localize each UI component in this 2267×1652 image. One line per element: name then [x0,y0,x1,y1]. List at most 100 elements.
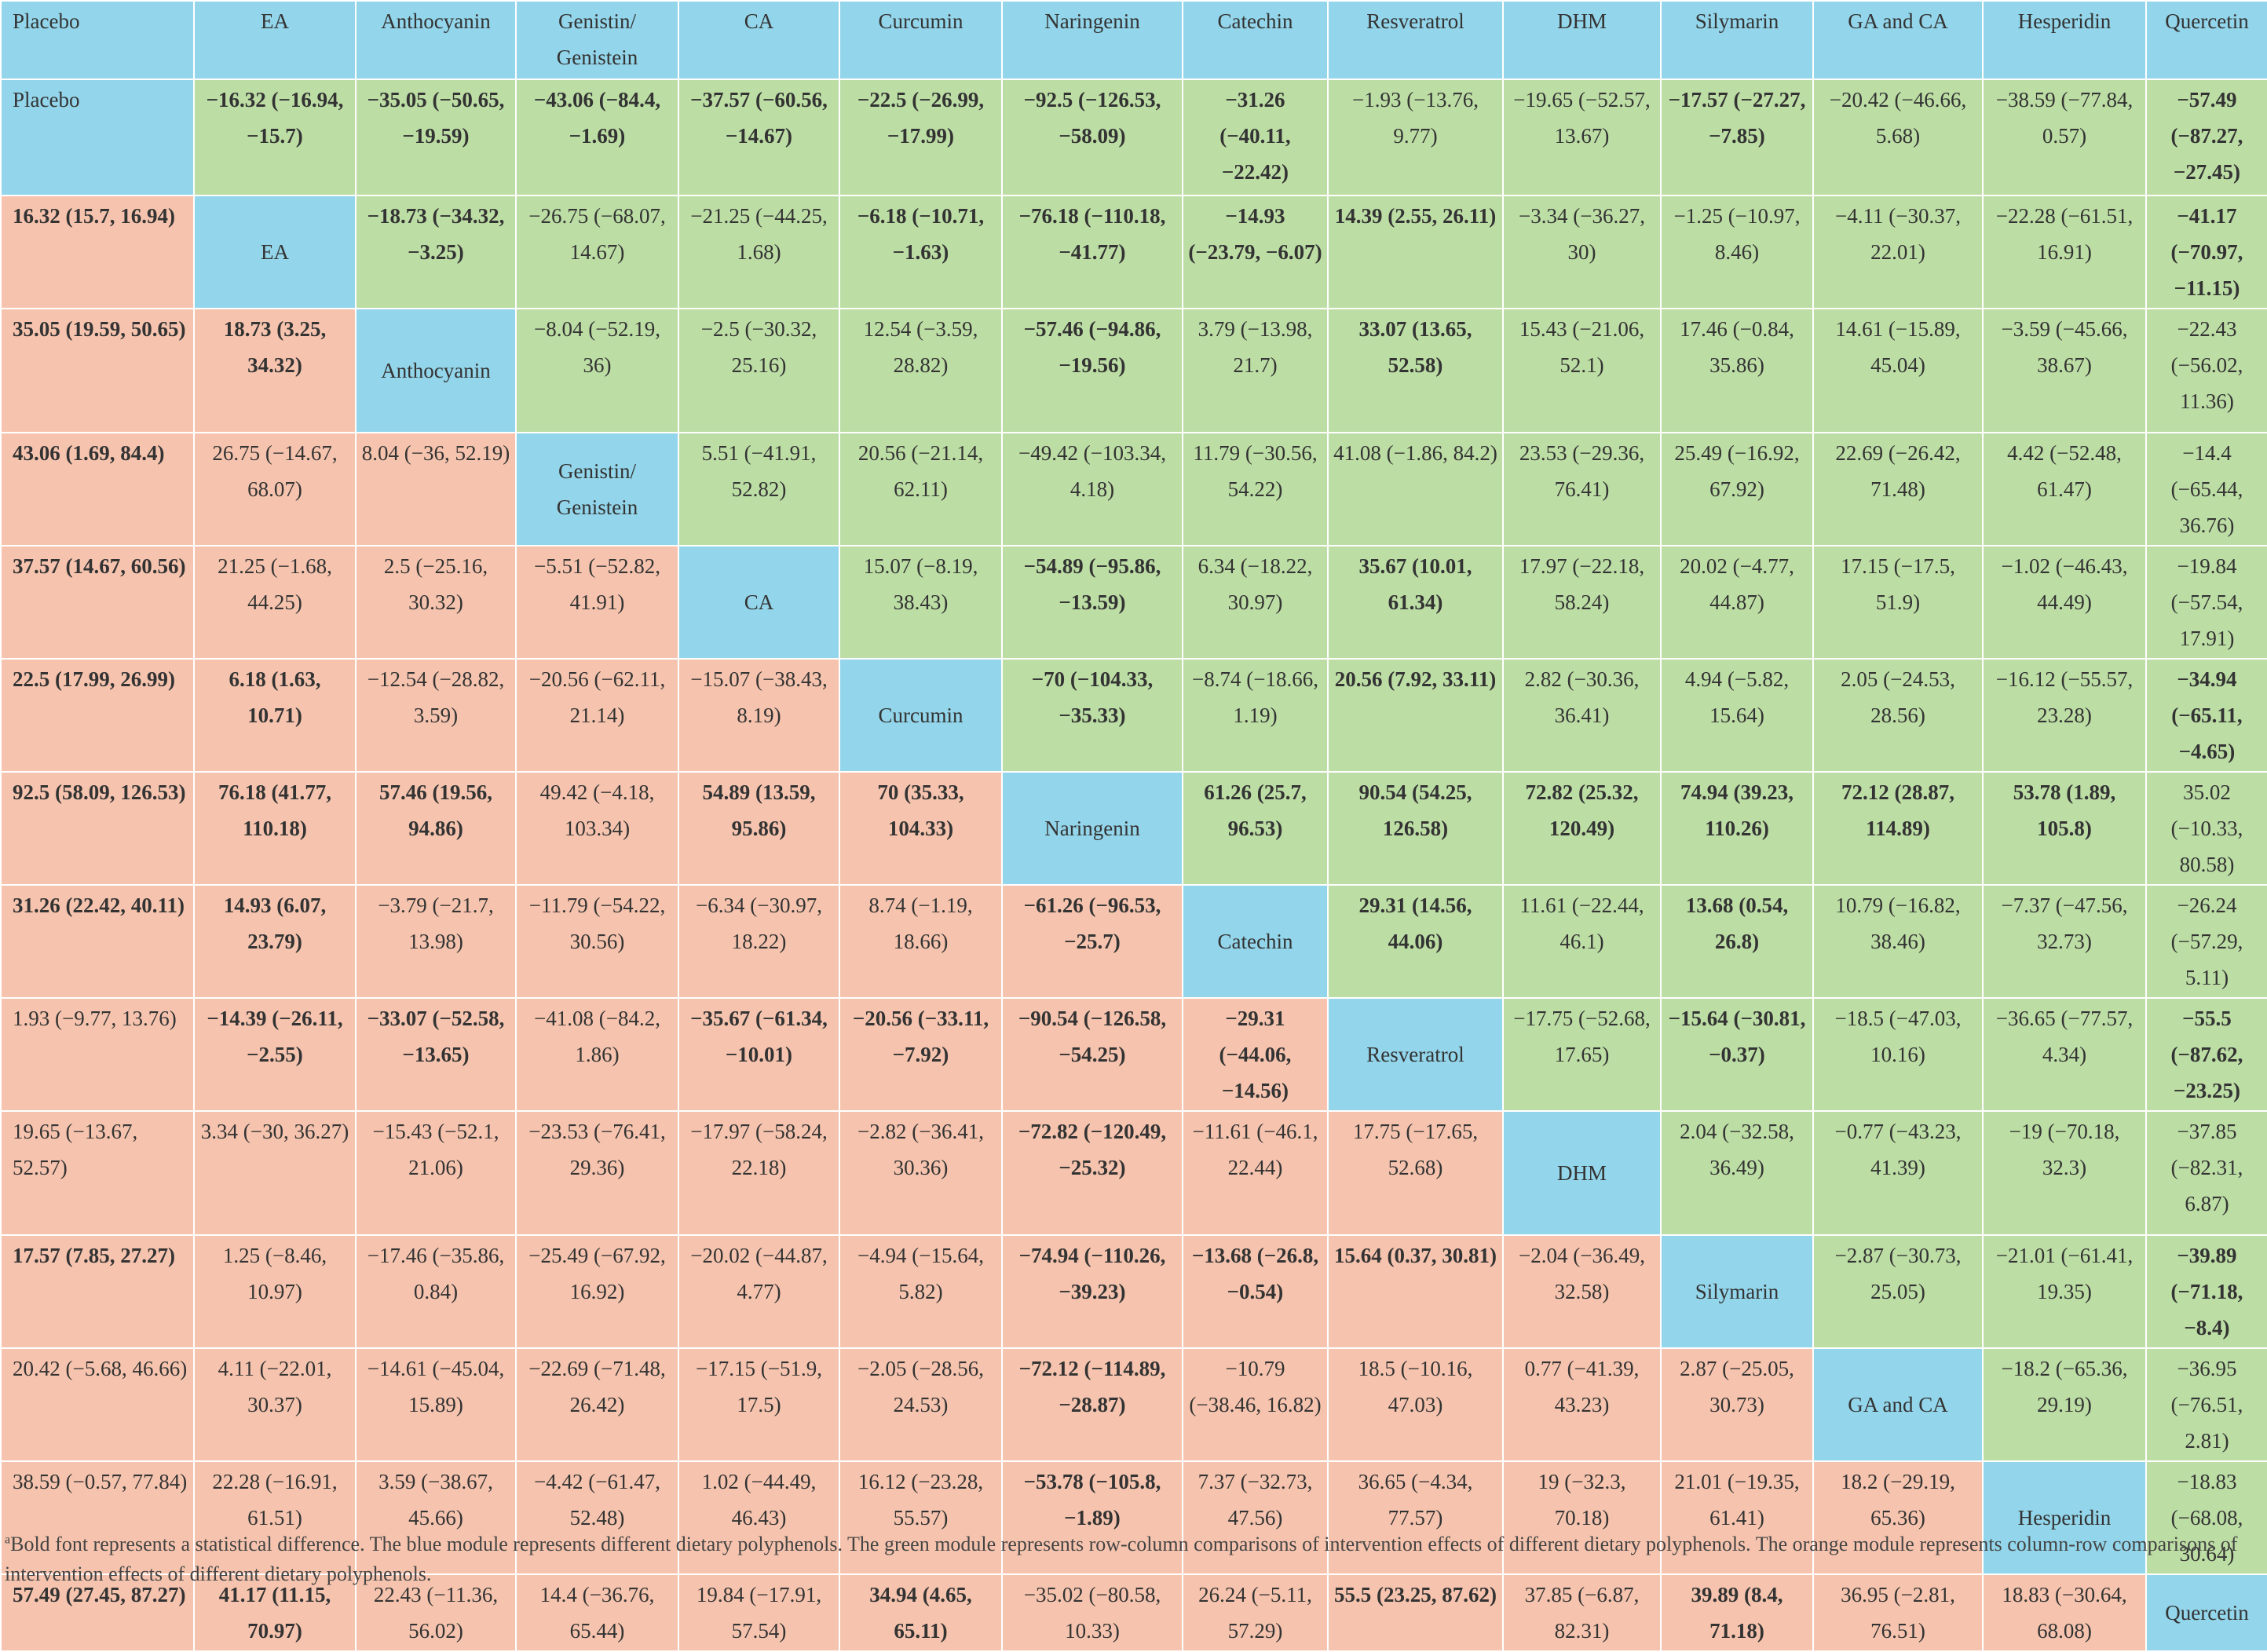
column-row-comparison-cell: 76.18 (41.77, 110.18) [193,771,357,886]
column-row-comparison-cell: 16.32 (15.7, 16.94) [0,195,195,309]
intervention-label: DHM [1556,1161,1607,1185]
effect-estimate: −70 (−104.33, −35.33) [1031,667,1154,727]
column-row-comparison-cell: −4.42 (−61.47, 52.48) [515,1460,679,1575]
column-row-comparison-cell: −90.54 (−126.58, −54.25) [1001,997,1183,1112]
row-column-comparison-cell: −1.02 (−46.43, 44.49) [1982,545,2147,660]
effect-estimate: 2.04 (−32.58, 36.49) [1680,1120,1794,1179]
effect-estimate: 1.93 (−9.77, 13.76) [13,1007,177,1030]
effect-estimate: −22.28 (−61.51, 16.91) [1995,204,2134,264]
column-header: Resveratrol [1327,0,1504,80]
effect-estimate: −61.26 (−96.53, −25.7) [1023,894,1161,953]
effect-estimate: −57.49 (−87.27, −27.45) [2170,88,2243,184]
effect-estimate: 22.5 (17.99, 26.99) [13,667,175,691]
effect-estimate: −36.95 (−76.51, 2.81) [2170,1357,2243,1453]
effect-estimate: 49.42 (−4.18, 103.34) [539,780,655,840]
effect-estimate: −39.89 (−71.18, −8.4) [2170,1244,2243,1340]
column-row-comparison-cell: −2.82 (−36.41, 30.36) [839,1110,1003,1236]
row-column-comparison-cell: −36.95 (−76.51, 2.81) [2145,1347,2267,1462]
row-column-comparison-cell: 3.79 (−13.98, 21.7) [1182,308,1329,433]
intervention-label: Naringenin [1044,817,1140,840]
row-column-comparison-cell: −39.89 (−71.18, −8.4) [2145,1234,2267,1349]
intervention-label: Anthocyanin [381,359,491,382]
effect-estimate: −76.18 (−110.18, −41.77) [1018,204,1166,264]
intervention-label-cell: Placebo [0,79,195,196]
effect-estimate: 54.89 (13.59, 95.86) [702,780,816,840]
effect-estimate: 72.12 (28.87, 114.89) [1841,780,1954,840]
effect-estimate: 3.79 (−13.98, 21.7) [1197,317,1313,377]
column-row-comparison-cell: −2.05 (−28.56, 24.53) [839,1347,1003,1462]
effect-estimate: −26.75 (−68.07, 14.67) [528,204,666,264]
effect-estimate: 20.42 (−5.68, 46.66) [13,1357,188,1380]
effect-estimate: 6.18 (1.63, 10.71) [229,667,321,727]
effect-estimate: 25.49 (−16.92, 67.92) [1674,441,1800,501]
effect-estimate: 20.56 (7.92, 33.11) [1334,667,1497,691]
intervention-label-cell: Hesperidin [1982,1460,2147,1575]
table-row: 31.26 (22.42, 40.11) 14.93 (6.07, 23.79) −… [0,884,2267,999]
effect-estimate: 18.73 (3.25, 34.32) [223,317,327,377]
effect-estimate: −22.69 (−71.48, 26.42) [528,1357,666,1416]
row-column-comparison-cell: 17.46 (−0.84, 35.86) [1660,308,1814,433]
effect-estimate: −38.59 (−77.84, 0.57) [1995,88,2134,148]
effect-estimate: −29.31 (−44.06, −14.56) [1219,1007,1292,1102]
header-row: Placebo EA Anthocyanin Genistin/ Genistein C… [0,0,2267,80]
row-column-comparison-cell: −22.5 (−26.99, −17.99) [839,79,1003,196]
effect-estimate: −18.83 (−68.08, 30.64) [2170,1470,2243,1566]
column-row-comparison-cell: 17.75 (−17.65, 52.68) [1327,1110,1504,1236]
effect-estimate: −41.17 (−70.97, −11.15) [2170,204,2243,300]
column-header: Genistin/ Genistein [515,0,679,80]
effect-estimate: −72.12 (−114.89, −28.87) [1018,1357,1166,1416]
effect-estimate: −2.82 (−36.41, 30.36) [857,1120,984,1179]
effect-estimate: 37.85 (−6.87, 82.31) [1524,1583,1640,1643]
effect-estimate: 76.18 (41.77, 110.18) [218,780,331,840]
effect-estimate: 20.56 (−21.14, 62.11) [857,441,984,501]
row-column-comparison-cell: 20.56 (−21.14, 62.11) [839,432,1003,546]
column-row-comparison-cell: 2.87 (−25.05, 30.73) [1660,1347,1814,1462]
row-column-comparison-cell: −54.89 (−95.86, −13.59) [1001,545,1183,660]
row-column-comparison-cell: 2.05 (−24.53, 28.56) [1812,658,1984,773]
effect-estimate: 39.89 (8.4, 71.18) [1691,1583,1783,1643]
row-column-comparison-cell: 61.26 (25.7, 96.53) [1182,771,1329,886]
row-column-comparison-cell: 23.53 (−29.36, 76.41) [1502,432,1662,546]
intervention-label-cell: Curcumin [839,658,1003,773]
row-column-comparison-cell: −22.43 (−56.02, 11.36) [2145,308,2267,433]
effect-estimate: 2.5 (−25.16, 30.32) [383,554,488,614]
effect-estimate: −53.78 (−105.8, −1.89) [1023,1470,1161,1530]
row-column-comparison-cell: 10.79 (−16.82, 38.46) [1812,884,1984,999]
effect-estimate: −21.25 (−44.25, 1.68) [690,204,828,264]
column-row-comparison-cell: −2.04 (−36.49, 32.58) [1502,1234,1662,1349]
column-row-comparison-cell: 15.64 (0.37, 30.81) [1327,1234,1504,1349]
row-column-comparison-cell: −18.73 (−34.32, −3.25) [355,195,517,309]
column-row-comparison-cell: 35.05 (19.59, 50.65) [0,308,195,433]
effect-estimate: 22.28 (−16.91, 61.51) [212,1470,338,1530]
row-column-comparison-cell: −37.57 (−60.56, −14.67) [678,79,840,196]
column-row-comparison-cell: −61.26 (−96.53, −25.7) [1001,884,1183,999]
effect-estimate: 4.42 (−52.48, 61.47) [2007,441,2122,501]
effect-estimate: 14.39 (2.55, 26.11) [1334,204,1497,228]
effect-estimate: −6.34 (−30.97, 18.22) [696,894,822,953]
effect-estimate: 19.84 (−17.91, 57.54) [696,1583,822,1643]
effect-estimate: −14.4 (−65.44, 36.76) [2170,441,2243,537]
column-row-comparison-cell: −53.78 (−105.8, −1.89) [1001,1460,1183,1575]
row-column-comparison-cell: −38.59 (−77.84, 0.57) [1982,79,2147,196]
effect-estimate: −41.08 (−84.2, 1.86) [534,1007,660,1066]
effect-estimate: 35.05 (19.59, 50.65) [13,317,186,341]
intervention-label: Resveratrol [1366,1043,1464,1066]
row-column-comparison-cell: −14.4 (−65.44, 36.76) [2145,432,2267,546]
effect-estimate: 41.08 (−1.86, 84.2) [1333,441,1497,465]
column-row-comparison-cell: 18.2 (−29.19, 65.36) [1812,1460,1984,1575]
row-column-comparison-cell: −22.28 (−61.51, 16.91) [1982,195,2147,309]
column-row-comparison-cell: 7.37 (−32.73, 47.56) [1182,1460,1329,1575]
column-header: Curcumin [839,0,1003,80]
row-column-comparison-cell: −16.12 (−55.57, 23.28) [1982,658,2147,773]
column-row-comparison-cell: 70 (35.33, 104.33) [839,771,1003,886]
intervention-label-cell: Resveratrol [1327,997,1504,1112]
effect-estimate: −18.73 (−34.32, −3.25) [367,204,505,264]
column-row-comparison-cell: −17.15 (−51.9, 17.5) [678,1347,840,1462]
effect-estimate: −36.65 (−77.57, 4.34) [1995,1007,2134,1066]
intervention-label-cell: Anthocyanin [355,308,517,433]
effect-estimate: 18.83 (−30.64, 68.08) [2002,1583,2127,1643]
effect-estimate: 57.46 (19.56, 94.86) [379,780,492,840]
effect-estimate: 3.34 (−30, 36.27) [200,1120,349,1143]
row-column-comparison-cell: 25.49 (−16.92, 67.92) [1660,432,1814,546]
effect-estimate: −92.5 (−126.53, −58.09) [1023,88,1161,148]
